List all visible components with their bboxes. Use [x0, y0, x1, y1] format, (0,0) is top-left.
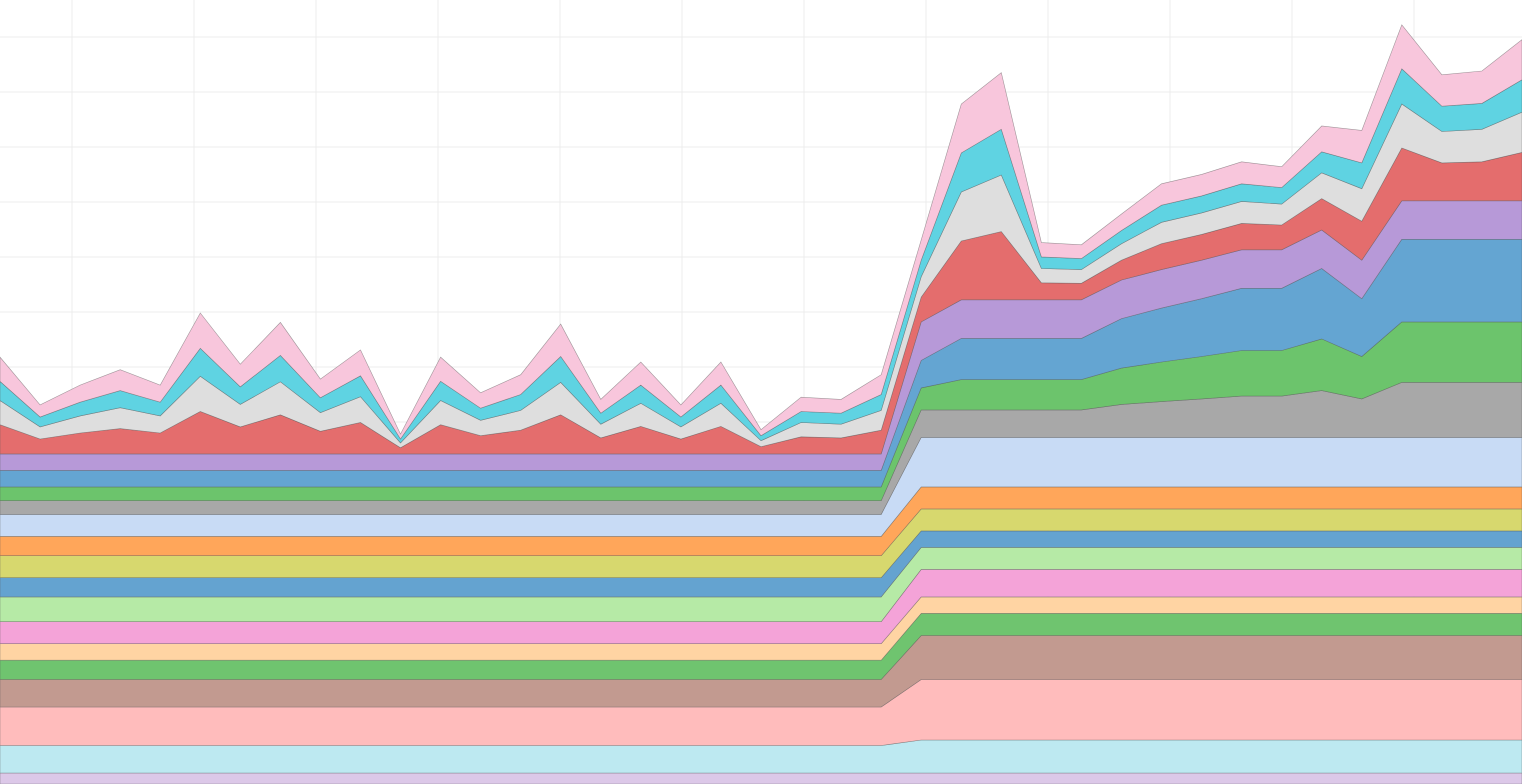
area-series-s20 — [0, 24, 1522, 440]
area-layers — [0, 24, 1522, 784]
area-series-s1 — [0, 772, 1522, 784]
